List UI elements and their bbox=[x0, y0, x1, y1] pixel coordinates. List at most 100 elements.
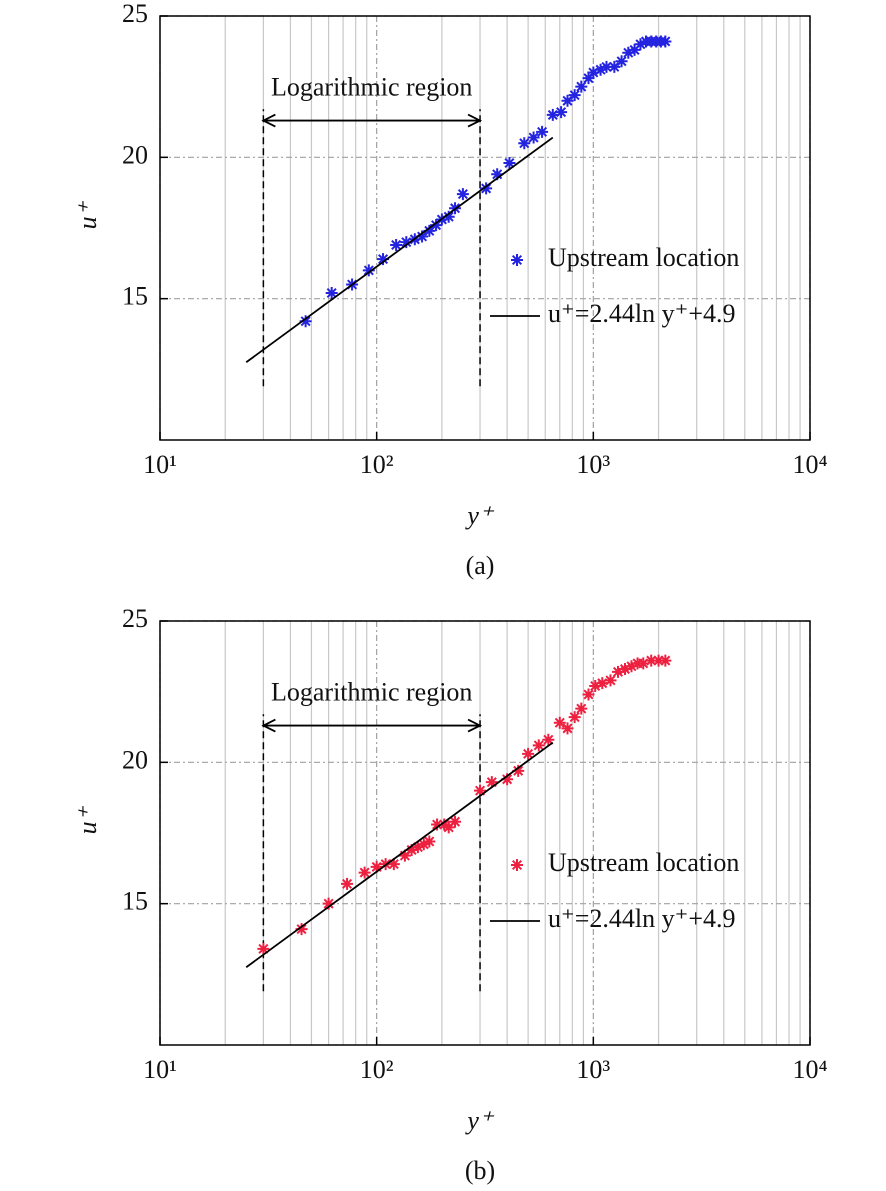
data-point bbox=[615, 55, 628, 68]
y-tick-label: 15 bbox=[122, 887, 148, 916]
y-tick-label: 25 bbox=[122, 0, 148, 28]
data-point bbox=[568, 89, 581, 102]
y-axis-label: u⁺ bbox=[73, 805, 102, 834]
data-point bbox=[518, 137, 531, 150]
data-point bbox=[645, 654, 658, 667]
data-point bbox=[512, 764, 525, 777]
data-point bbox=[575, 702, 588, 715]
x-tick-label: 10⁴ bbox=[792, 1055, 827, 1084]
data-point bbox=[411, 841, 424, 854]
data-point bbox=[628, 43, 641, 56]
data-point bbox=[456, 188, 469, 201]
data-point bbox=[491, 168, 504, 181]
legend-marker bbox=[511, 859, 523, 871]
data-point bbox=[449, 815, 462, 828]
legend-label: Upstream location bbox=[548, 243, 739, 272]
data-point bbox=[589, 680, 602, 693]
x-axis-label: y⁺ bbox=[464, 1106, 495, 1135]
data-point bbox=[618, 663, 631, 676]
y-tick-label: 20 bbox=[122, 745, 148, 774]
data-point bbox=[398, 849, 411, 862]
data-point bbox=[568, 711, 581, 724]
x-tick-label: 10³ bbox=[576, 450, 610, 479]
data-point bbox=[438, 818, 451, 831]
legend-label: u⁺=2.44ln y⁺+4.9 bbox=[548, 299, 736, 328]
data-point bbox=[442, 821, 455, 834]
data-point bbox=[430, 219, 443, 232]
data-point bbox=[652, 654, 665, 667]
data-point bbox=[542, 733, 555, 746]
data-point bbox=[370, 860, 383, 873]
data-point bbox=[480, 182, 493, 195]
x-tick-label: 10¹ bbox=[143, 1055, 177, 1084]
y-tick-label: 20 bbox=[122, 140, 148, 169]
data-point bbox=[622, 46, 635, 59]
data-point bbox=[295, 923, 308, 936]
data-point bbox=[637, 657, 650, 670]
data-point bbox=[417, 838, 430, 851]
data-point bbox=[474, 784, 487, 797]
x-tick-label: 10² bbox=[360, 1055, 394, 1084]
data-point bbox=[442, 210, 455, 223]
legend-label: u⁺=2.44ln y⁺+4.9 bbox=[548, 904, 736, 933]
data-point bbox=[322, 897, 335, 910]
region-arrow bbox=[261, 718, 483, 733]
data-point bbox=[431, 818, 444, 831]
data-point bbox=[362, 264, 375, 277]
data-point bbox=[485, 776, 498, 789]
data-point bbox=[532, 739, 545, 752]
plot-frame bbox=[159, 620, 811, 1046]
y-tick-label: 15 bbox=[122, 282, 148, 311]
legend-marker bbox=[511, 254, 523, 266]
data-point bbox=[527, 131, 540, 144]
data-point bbox=[522, 747, 535, 760]
data-point bbox=[659, 654, 672, 667]
x-tick-label: 10⁴ bbox=[792, 450, 827, 479]
data-point bbox=[582, 72, 595, 85]
data-point bbox=[423, 224, 436, 237]
data-point bbox=[604, 674, 617, 687]
data-point bbox=[561, 94, 574, 107]
data-point bbox=[553, 716, 566, 729]
panel: 10¹ 10² 10³ 10⁴ 15 20 25 y⁺ u⁺ (a) Logarithmic reg… bbox=[73, 0, 828, 580]
data-point bbox=[536, 125, 549, 138]
data-point bbox=[377, 253, 390, 266]
data-point bbox=[387, 858, 400, 871]
fit-line bbox=[245, 136, 554, 363]
y-axis-label: u⁺ bbox=[73, 200, 102, 229]
data-point bbox=[612, 665, 625, 678]
data-point bbox=[400, 236, 413, 249]
data-point bbox=[594, 63, 607, 76]
data-point bbox=[582, 688, 595, 701]
data-point bbox=[546, 108, 559, 121]
caption: (b) bbox=[465, 1156, 495, 1185]
data-point bbox=[257, 942, 270, 955]
panel: 10¹ 10² 10³ 10⁴ 15 20 25 y⁺ u⁺ (b) Logarithmic reg… bbox=[73, 604, 828, 1185]
data-point bbox=[596, 677, 609, 690]
data-point bbox=[561, 722, 574, 735]
data-point bbox=[423, 835, 436, 848]
data-point bbox=[625, 660, 638, 673]
data-point bbox=[405, 843, 418, 856]
data-point bbox=[341, 877, 354, 890]
data-point bbox=[358, 866, 371, 879]
data-point bbox=[555, 106, 568, 119]
data-point bbox=[503, 156, 516, 169]
region-arrow bbox=[261, 113, 483, 128]
legend-label: Upstream location bbox=[548, 848, 739, 877]
data-point bbox=[299, 315, 312, 328]
x-axis-label: y⁺ bbox=[464, 501, 495, 530]
y-tick-label: 25 bbox=[122, 604, 148, 633]
data-point bbox=[634, 38, 647, 51]
data-point bbox=[608, 60, 621, 73]
fit-line bbox=[245, 741, 554, 968]
x-tick-label: 10³ bbox=[576, 1055, 610, 1084]
annotation-text: Logarithmic region bbox=[271, 678, 472, 707]
data-point bbox=[575, 80, 588, 93]
data-point bbox=[390, 238, 403, 251]
data-point bbox=[416, 230, 429, 243]
data-point bbox=[600, 60, 613, 73]
x-tick-label: 10² bbox=[360, 450, 394, 479]
